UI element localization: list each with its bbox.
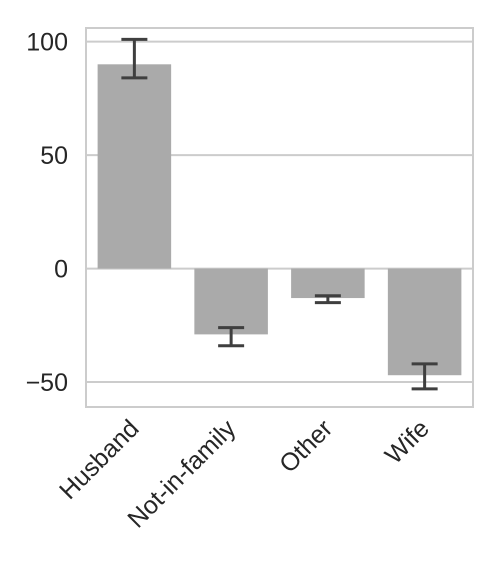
error-bar-other <box>315 296 341 303</box>
y-tick-label: 0 <box>54 256 68 284</box>
y-tick-label: 100 <box>26 29 68 57</box>
bars <box>98 64 462 375</box>
y-tick-label: 50 <box>40 142 68 170</box>
bar-not-in-family <box>194 269 268 335</box>
x-tick-label-wife: Wife <box>380 414 435 469</box>
y-tick-labels: 100 50 0 −50 <box>26 29 68 397</box>
y-tick-label: −50 <box>26 369 68 397</box>
x-tick-label-other: Other <box>274 414 338 478</box>
bar-husband <box>98 64 172 268</box>
x-tick-label-husband: Husband <box>54 414 145 505</box>
bar-other <box>291 269 365 299</box>
bar-wife <box>388 269 462 376</box>
